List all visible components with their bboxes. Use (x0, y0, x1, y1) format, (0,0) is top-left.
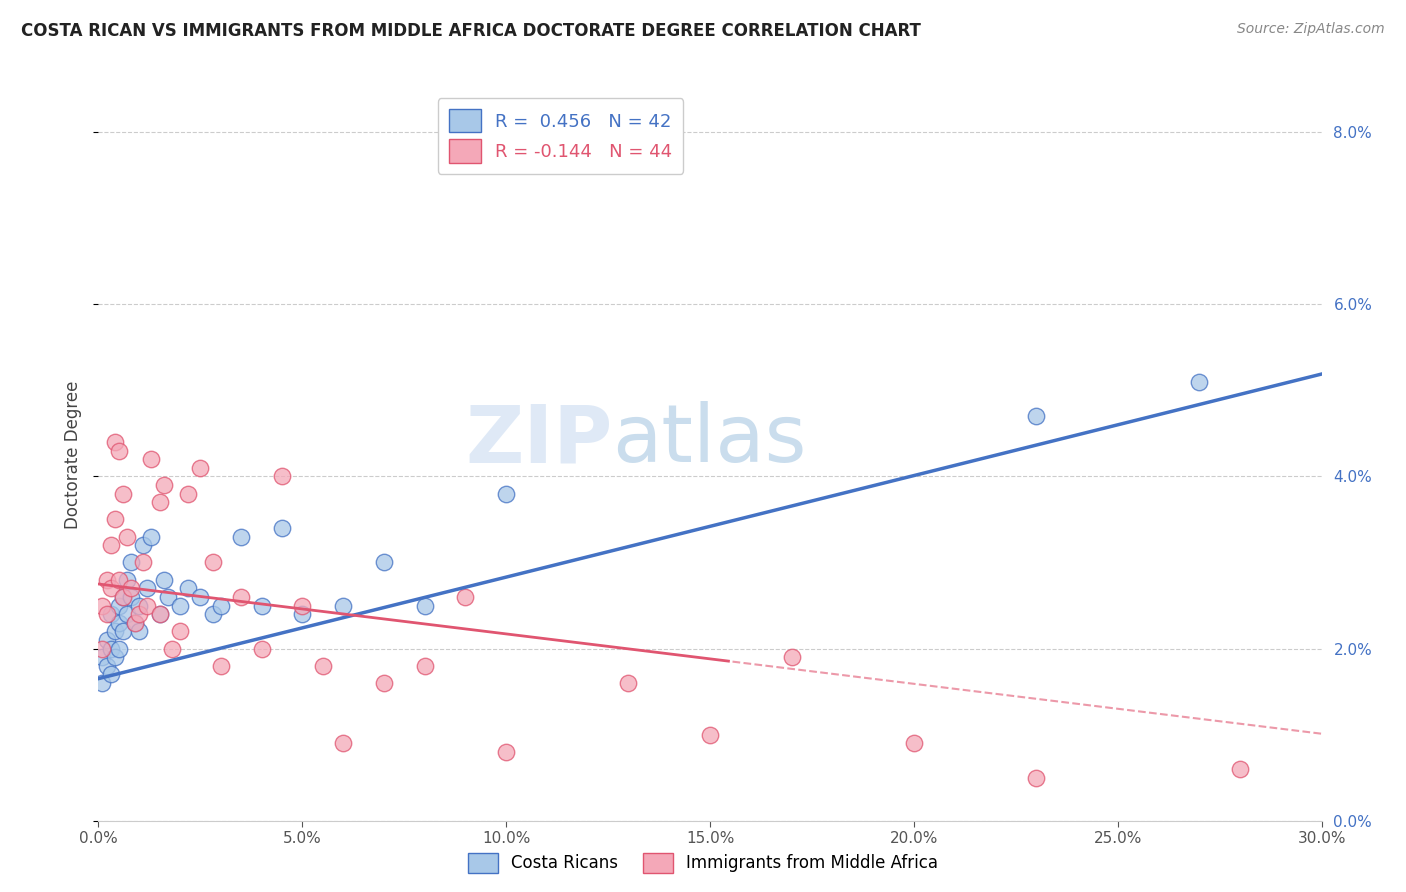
Point (141, 530, 163, 544)
Point (209, 658, 232, 673)
Point (332, 736, 354, 750)
Point (495, 745, 517, 759)
Point (115, 530, 138, 544)
Point (188, 590, 212, 604)
Legend: R =  0.456   N = 42, R = -0.144   N = 44: R = 0.456 N = 42, R = -0.144 N = 44 (437, 98, 683, 174)
Point (201, 556, 224, 570)
Point (111, 590, 134, 604)
Point (136, 582, 159, 596)
Point (115, 607, 138, 621)
Point (188, 460, 212, 475)
Point (100, 667, 122, 681)
Point (104, 624, 127, 639)
Point (495, 486, 517, 500)
Point (201, 607, 224, 621)
Point (104, 512, 127, 526)
Point (132, 538, 155, 552)
Point (115, 573, 138, 587)
Point (231, 590, 253, 604)
Point (373, 556, 395, 570)
Point (108, 443, 131, 458)
Point (156, 590, 179, 604)
Point (96, 607, 118, 621)
Text: atlas: atlas (612, 401, 807, 479)
Point (100, 641, 122, 656)
Point (169, 624, 191, 639)
Point (454, 590, 477, 604)
Point (413, 599, 436, 613)
Point (160, 641, 183, 656)
Point (617, 676, 640, 690)
Point (250, 641, 273, 656)
Point (108, 599, 131, 613)
Point (177, 486, 200, 500)
Point (149, 495, 172, 509)
Point (91, 641, 114, 656)
Point (91, 676, 114, 690)
Point (96, 573, 118, 587)
Point (270, 469, 294, 483)
Point (100, 538, 122, 552)
Point (1025, 409, 1047, 424)
Point (332, 599, 354, 613)
Point (231, 530, 253, 544)
Point (128, 599, 150, 613)
Point (1229, 762, 1251, 776)
Point (699, 728, 721, 742)
Point (209, 599, 232, 613)
Point (152, 478, 174, 492)
Point (149, 607, 172, 621)
Point (111, 624, 134, 639)
Point (250, 599, 273, 613)
Text: Source: ZipAtlas.com: Source: ZipAtlas.com (1237, 22, 1385, 37)
Text: ZIP: ZIP (465, 401, 612, 479)
Point (128, 624, 150, 639)
Point (108, 573, 131, 587)
Point (124, 615, 146, 630)
Point (413, 658, 436, 673)
Point (100, 582, 122, 596)
Point (169, 599, 191, 613)
Point (1025, 771, 1047, 785)
Y-axis label: Doctorate Degree: Doctorate Degree (65, 381, 83, 529)
Text: COSTA RICAN VS IMMIGRANTS FROM MIDDLE AFRICA DOCTORATE DEGREE CORRELATION CHART: COSTA RICAN VS IMMIGRANTS FROM MIDDLE AF… (21, 22, 921, 40)
Point (108, 615, 131, 630)
Point (177, 582, 200, 596)
Point (111, 590, 134, 604)
Point (780, 650, 803, 665)
Point (141, 452, 163, 467)
Point (108, 641, 131, 656)
Point (1188, 375, 1211, 389)
Point (132, 556, 155, 570)
Point (903, 736, 925, 750)
Point (270, 521, 294, 535)
Point (120, 582, 142, 596)
Point (104, 435, 127, 450)
Point (136, 599, 159, 613)
Legend: Costa Ricans, Immigrants from Middle Africa: Costa Ricans, Immigrants from Middle Afr… (461, 847, 945, 880)
Point (373, 676, 395, 690)
Point (120, 556, 142, 570)
Point (291, 599, 314, 613)
Point (120, 590, 142, 604)
Point (111, 486, 134, 500)
Point (104, 650, 127, 665)
Point (128, 607, 150, 621)
Point (152, 573, 174, 587)
Point (91, 650, 114, 665)
Point (91, 599, 114, 613)
Point (96, 632, 118, 647)
Point (312, 658, 335, 673)
Point (149, 607, 172, 621)
Point (124, 615, 146, 630)
Point (100, 607, 122, 621)
Point (291, 607, 314, 621)
Point (96, 658, 118, 673)
